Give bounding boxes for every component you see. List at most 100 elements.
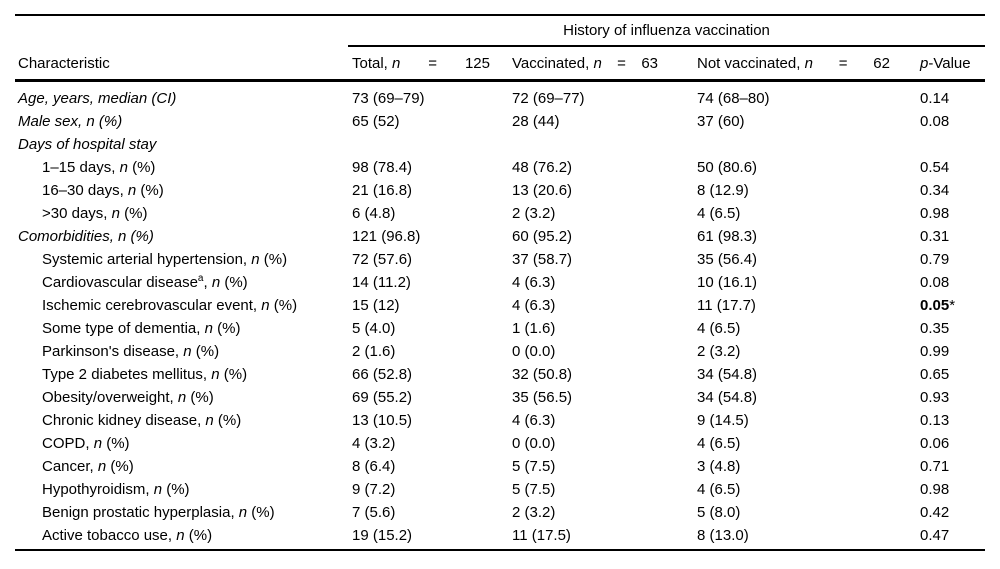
total-cell: 15 (12) <box>352 297 400 314</box>
vaccinated-cell: 5 (7.5) <box>512 458 556 475</box>
table-row: Cardiovascular diseasea, n (%) 14 (11.2) 4… <box>15 271 985 294</box>
vaccinated-cell: 2 (3.2) <box>512 504 556 521</box>
vaccinated-cell: 1 (1.6) <box>512 320 556 337</box>
row-label: Systemic arterial hypertension, n (%) <box>42 251 288 268</box>
not-vaccinated-cell: 8 (12.9) <box>697 182 749 199</box>
not-vaccinated-cell: 4 (6.5) <box>697 320 741 337</box>
vaccinated-cell: 5 (7.5) <box>512 481 556 498</box>
not-vaccinated-cell: 74 (68–80) <box>697 90 770 107</box>
pvalue-cell: 0.31 <box>920 228 950 245</box>
not-vaccinated-cell: 34 (54.8) <box>697 366 758 383</box>
row-label: Some type of dementia, n (%) <box>42 320 241 337</box>
table-row: Cancer, n (%) 8 (6.4) 5 (7.5) 3 (4.8) 0.71 <box>15 455 985 478</box>
total-cell: 7 (5.6) <box>352 504 396 521</box>
total-cell: 6 (4.8) <box>352 205 396 222</box>
total-cell: 8 (6.4) <box>352 458 396 475</box>
row-label: Type 2 diabetes mellitus, n (%) <box>42 366 248 383</box>
row-label: COPD, n (%) <box>42 435 130 452</box>
pvalue-cell: 0.71 <box>920 458 950 475</box>
table-row: 16–30 days, n (%) 21 (16.8) 13 (20.6) 8 (12… <box>15 179 985 202</box>
not-vaccinated-cell: 34 (54.8) <box>697 389 758 406</box>
table-row: Obesity/overweight, n (%) 69 (55.2) 35 (56… <box>15 386 985 409</box>
table-spanner-row: History of influenza vaccination <box>15 14 985 47</box>
not-vaccinated-cell: 50 (80.6) <box>697 159 758 176</box>
total-cell: 73 (69–79) <box>352 90 425 107</box>
pvalue-cell: 0.65 <box>920 366 950 383</box>
table-row: >30 days, n (%) 6 (4.8) 2 (3.2) 4 (6.5) 0.98 <box>15 202 985 225</box>
column-header-characteristic: Characteristic <box>18 54 110 72</box>
not-vaccinated-cell: 8 (13.0) <box>697 527 749 544</box>
table-body: Age, years, median (CI) 73 (69–79) 72 (69–… <box>15 82 985 551</box>
row-label: Parkinson's disease, n (%) <box>42 343 220 360</box>
total-cell: 69 (55.2) <box>352 389 413 406</box>
pvalue-cell: 0.06 <box>920 435 950 452</box>
vaccinated-cell: 13 (20.6) <box>512 182 573 199</box>
pvalue-cell: 0.98 <box>920 205 950 222</box>
baseline-characteristics-table: History of influenza vaccination Charact… <box>15 14 985 551</box>
total-cell: 121 (96.8) <box>352 228 421 245</box>
row-label: 16–30 days, n (%) <box>42 182 164 199</box>
table-row: Comorbidities, n (%) 121 (96.8) 60 (95.2) 6… <box>15 225 985 248</box>
row-label: Days of hospital stay <box>18 136 157 153</box>
total-cell: 13 (10.5) <box>352 412 413 429</box>
pvalue-cell: 0.34 <box>920 182 950 199</box>
vaccinated-cell: 11 (17.5) <box>512 527 571 544</box>
vaccinated-cell: 0 (0.0) <box>512 435 556 452</box>
row-label: >30 days, n (%) <box>42 205 148 222</box>
not-vaccinated-cell: 4 (6.5) <box>697 205 741 222</box>
not-vaccinated-cell: 10 (16.1) <box>697 274 758 291</box>
table-row: COPD, n (%) 4 (3.2) 0 (0.0) 4 (6.5) 0.06 <box>15 432 985 455</box>
not-vaccinated-cell: 35 (56.4) <box>697 251 758 268</box>
row-label: Benign prostatic hyperplasia, n (%) <box>42 504 275 521</box>
row-label: Hypothyroidism, n (%) <box>42 481 190 498</box>
vaccinated-cell: 4 (6.3) <box>512 297 556 314</box>
table-row: Chronic kidney disease, n (%) 13 (10.5) 4 … <box>15 409 985 432</box>
vaccinated-cell: 4 (6.3) <box>512 274 556 291</box>
table-row: Some type of dementia, n (%) 5 (4.0) 1 (1.… <box>15 317 985 340</box>
total-cell: 66 (52.8) <box>352 366 413 383</box>
pvalue-cell: 0.35 <box>920 320 950 337</box>
pvalue-cell: 0.98 <box>920 481 950 498</box>
pvalue-cell: 0.14 <box>920 90 950 107</box>
row-label: Cancer, n (%) <box>42 458 134 475</box>
total-cell: 9 (7.2) <box>352 481 396 498</box>
vaccinated-cell: 37 (58.7) <box>512 251 573 268</box>
row-label: 1–15 days, n (%) <box>42 159 156 176</box>
not-vaccinated-cell: 5 (8.0) <box>697 504 741 521</box>
row-label: Active tobacco use, n (%) <box>42 527 213 544</box>
table-row: Systemic arterial hypertension, n (%) 72 … <box>15 248 985 271</box>
table-row: 1–15 days, n (%) 98 (78.4) 48 (76.2) 50 (80… <box>15 156 985 179</box>
not-vaccinated-cell: 4 (6.5) <box>697 481 741 498</box>
total-cell: 14 (11.2) <box>352 274 411 291</box>
pvalue-cell: 0.47 <box>920 527 950 544</box>
table-row: Type 2 diabetes mellitus, n (%) 66 (52.8)… <box>15 363 985 386</box>
not-vaccinated-cell: 9 (14.5) <box>697 412 749 429</box>
table-row: Age, years, median (CI) 73 (69–79) 72 (69–… <box>15 87 985 110</box>
spanner-header: History of influenza vaccination <box>348 16 985 47</box>
vaccinated-cell: 2 (3.2) <box>512 205 556 222</box>
table-row: Hypothyroidism, n (%) 9 (7.2) 5 (7.5) 4 (6.… <box>15 478 985 501</box>
row-label: Comorbidities, n (%) <box>18 228 154 245</box>
total-cell: 21 (16.8) <box>352 182 413 199</box>
table-row: Benign prostatic hyperplasia, n (%) 7 (5.… <box>15 501 985 524</box>
table-row: Active tobacco use, n (%) 19 (15.2) 11 (17… <box>15 524 985 547</box>
not-vaccinated-cell: 61 (98.3) <box>697 228 758 245</box>
spanner-title: History of influenza vaccination <box>563 22 770 39</box>
row-label: Obesity/overweight, n (%) <box>42 389 214 406</box>
total-cell: 2 (1.6) <box>352 343 396 360</box>
total-cell: 65 (52) <box>352 113 400 130</box>
pvalue-cell: 0.93 <box>920 389 950 406</box>
pvalue-cell: 0.54 <box>920 159 950 176</box>
not-vaccinated-cell: 3 (4.8) <box>697 458 741 475</box>
vaccinated-cell: 28 (44) <box>512 113 560 130</box>
pvalue-cell: 0.99 <box>920 343 950 360</box>
row-label: Ischemic cerebrovascular event, n (%) <box>42 297 298 314</box>
table-row: Male sex, n (%) 65 (52) 28 (44) 37 (60) 0.08 <box>15 110 985 133</box>
pvalue-cell: 0.79 <box>920 251 950 268</box>
table-row: Days of hospital stay <box>15 133 985 156</box>
pvalue-cell: 0.13 <box>920 412 950 429</box>
total-cell: 5 (4.0) <box>352 320 396 337</box>
pvalue-cell: 0.42 <box>920 504 950 521</box>
not-vaccinated-cell: 37 (60) <box>697 113 745 130</box>
row-label: Chronic kidney disease, n (%) <box>42 412 242 429</box>
